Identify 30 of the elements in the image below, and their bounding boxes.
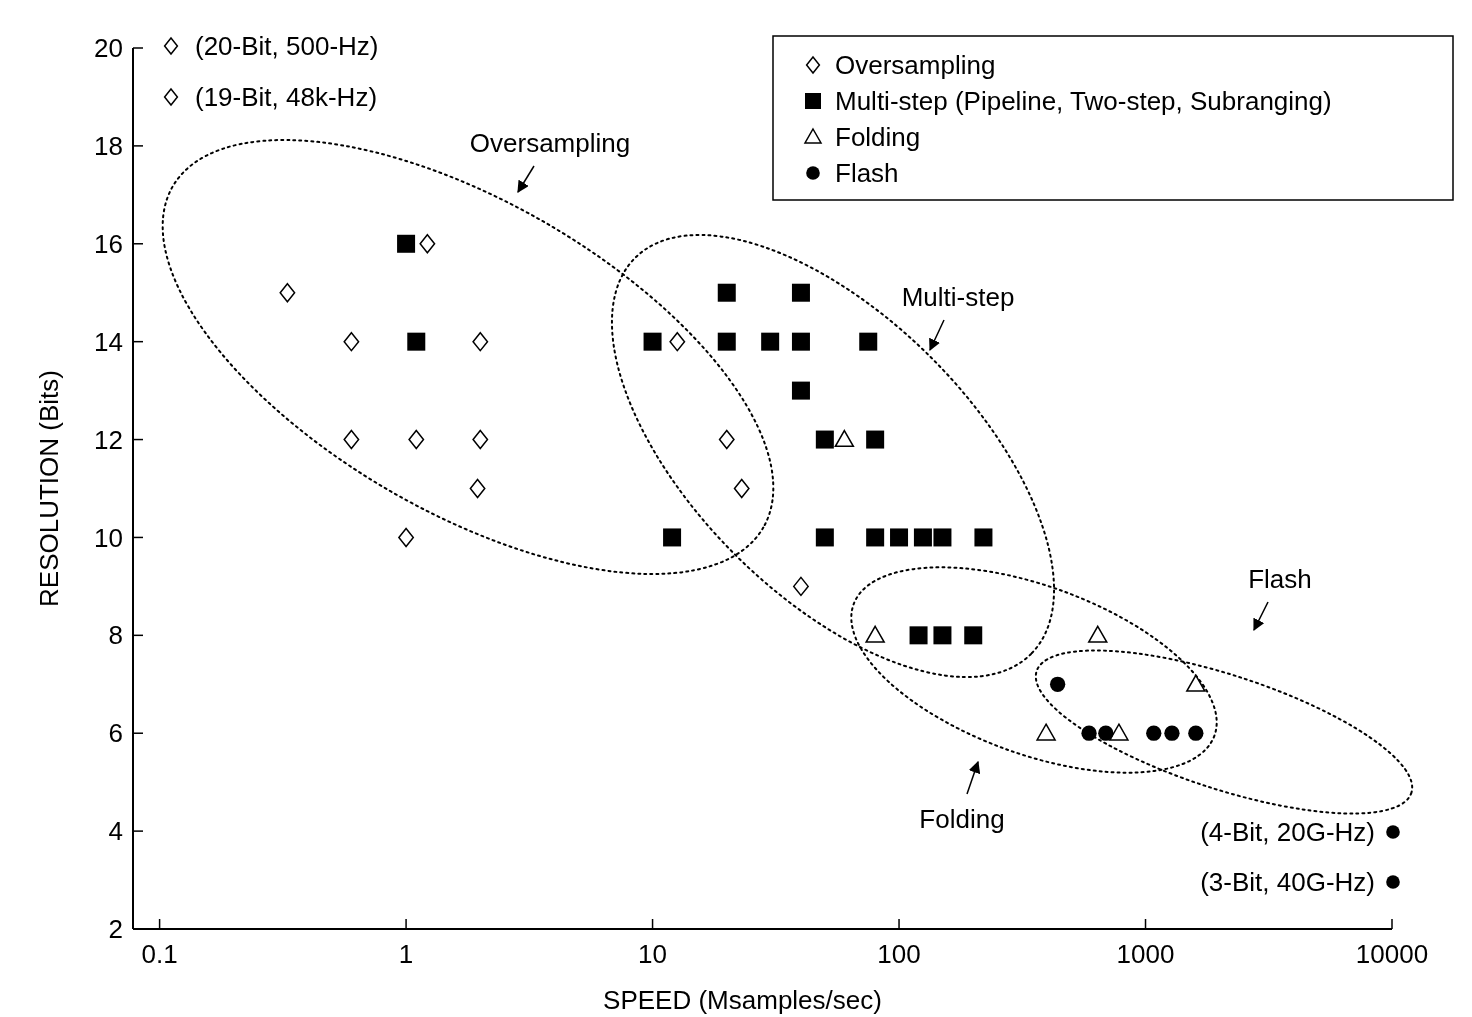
y-tick-label: 6 <box>108 718 123 749</box>
x-tick-label: 10 <box>638 939 668 969</box>
annotation: (4-Bit, 20G-Hz) <box>1200 817 1375 848</box>
x-tick-label: 0.1 <box>141 939 178 969</box>
legend-label: Multi-step (Pipeline, Two-step, Subranging) <box>835 86 1332 117</box>
annotation: Flash <box>1248 564 1312 594</box>
annotation: Multi-step <box>901 282 1015 312</box>
annotation: Oversampling <box>469 128 631 158</box>
y-tick-label: 4 <box>108 816 123 847</box>
y-tick-label: 2 <box>108 914 123 945</box>
legend-label: Oversampling <box>835 50 996 81</box>
legend-label: Flash <box>835 158 899 189</box>
y-tick-label: 10 <box>94 522 123 553</box>
y-tick-label: 20 <box>94 33 123 64</box>
x-tick-label: 1 <box>398 939 414 969</box>
legend-label: Folding <box>835 122 921 153</box>
y-tick-label: 14 <box>94 326 123 357</box>
y-tick-label: 8 <box>108 620 123 651</box>
x-tick-label: 100 <box>877 939 921 969</box>
annotation: (19-Bit, 48k-Hz) <box>195 82 378 113</box>
x-tick-label: 1000 <box>1116 939 1175 969</box>
x-tick-label: 10000 <box>1355 939 1429 969</box>
x-axis-title: SPEED (Msamples/sec) <box>603 985 882 1015</box>
annotation: (20-Bit, 500-Hz) <box>195 31 379 62</box>
annotation: (3-Bit, 40G-Hz) <box>1200 867 1375 898</box>
y-axis-title: RESOLUTION (Bits) <box>34 370 64 607</box>
y-tick-label: 16 <box>94 228 123 259</box>
y-tick-label: 18 <box>94 130 123 161</box>
y-tick-label: 12 <box>94 424 123 455</box>
annotation: Folding <box>919 804 1005 834</box>
